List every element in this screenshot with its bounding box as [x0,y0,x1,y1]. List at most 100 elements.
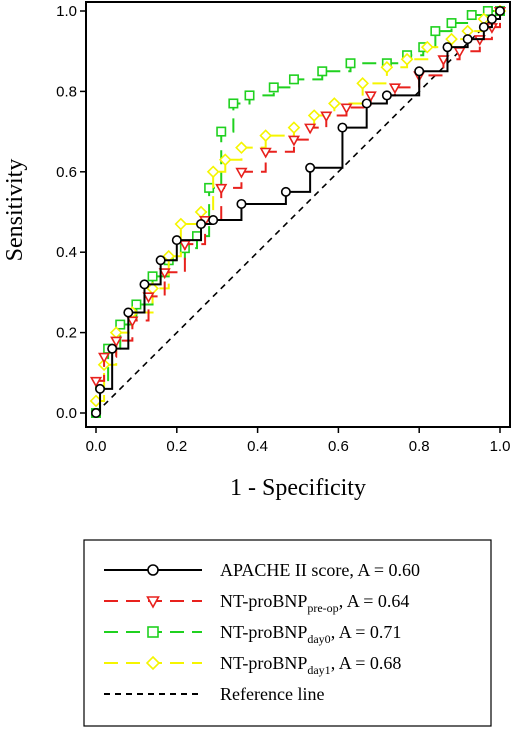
legend: APACHE II score, A = 0.60NT-proBNPpre-op… [83,539,492,727]
data-point-circle [305,162,316,173]
data-point-diamond [380,60,394,74]
data-point-circle [414,66,425,77]
x-axis-title: 1 - Specificity [230,475,366,501]
legend-auc: , A = 0.71 [331,622,402,642]
data-point-circle [95,383,106,394]
data-point-circle [442,42,453,53]
data-point-triangle [215,183,228,195]
data-point-circle [107,343,118,354]
y-tick-label: 0.8 [56,83,77,100]
data-point-square [430,26,441,37]
legend-subscript: pre-op [307,601,338,615]
series-4 [95,10,501,414]
data-point-diamond [356,77,369,90]
data-point-circle [208,215,219,226]
legend-label: NT-proBNPpre-op, A = 0.64 [220,591,409,615]
data-point-diamond [400,52,414,66]
x-tick-label: 0.6 [328,438,349,455]
legend-name: NT-proBNP [220,591,307,611]
data-point-triangle [126,316,139,328]
legend-subscript: day1 [307,663,330,677]
data-point-diamond [235,141,248,155]
data-point-triangle [388,83,402,95]
data-point-square [115,319,126,330]
data-point-circle [381,90,392,101]
data-point-triangle [259,147,272,159]
x-tick-label: 0.0 [86,438,107,455]
legend-marker [147,626,159,638]
x-tick-label: 1.0 [490,438,511,455]
data-point-diamond [162,249,176,263]
data-point-triangle [142,292,155,304]
data-point-triangle [158,268,171,280]
data-point-diamond [328,97,341,110]
data-point-circle [196,219,207,230]
plot-frame [85,1,511,428]
series-line [96,11,501,414]
data-point-circle [462,34,473,45]
y-tick-label: 1.0 [56,3,77,20]
data-point-triangle [110,336,123,348]
data-point-circle [155,255,166,266]
legend-auc: , A = 0.68 [331,653,402,673]
data-point-diamond [218,153,232,167]
data-point-triangle [98,352,111,364]
legend-name: NT-proBNP [220,622,307,642]
y-tick-label: 0.2 [56,325,77,342]
series-line [95,10,501,414]
data-point-triangle [437,55,450,67]
y-tick-label: 0.4 [56,244,77,261]
series-line [96,11,501,402]
data-point-circle [236,198,247,209]
legend-marker [146,596,160,609]
data-point-circle [280,186,291,197]
data-point-diamond [194,205,208,219]
data-point-square [288,74,299,85]
data-point-square [345,58,356,69]
data-point-circle [486,14,497,25]
legend-name: NT-proBNP [220,653,307,673]
data-point-square [268,82,279,93]
data-point-circle [337,122,348,133]
data-point-square [244,90,255,101]
data-point-square [204,182,215,193]
data-point-circle [494,6,505,16]
data-point-square [446,18,457,29]
data-point-square [466,10,477,21]
data-point-circle [478,22,489,33]
data-point-square [228,98,239,109]
legend-subscript: day0 [307,632,330,646]
data-point-diamond [174,217,188,231]
series-1 [89,7,507,388]
data-point-triangle [304,123,317,135]
data-point-diamond [259,129,273,142]
data-point-circle [123,307,134,318]
legend-auc: , A = 0.60 [349,560,420,580]
y-tick-label: 0.0 [56,405,77,422]
data-point-square [317,66,328,77]
x-tick-label: 0.4 [247,438,268,455]
legend-label: NT-proBNPday1, A = 0.68 [220,653,401,677]
data-point-square [192,231,203,242]
data-point-square [147,271,158,282]
data-point-square [216,126,227,137]
data-point-triangle [320,111,333,123]
data-point-triangle [364,91,377,103]
x-tick-label: 0.2 [166,438,187,455]
data-point-triangle [340,103,353,115]
data-point-circle [91,407,102,418]
legend-label: APACHE II score, A = 0.60 [220,560,420,580]
legend-auc: , A = 0.64 [339,591,410,611]
data-point-diamond [307,109,321,122]
series-3 [89,4,507,408]
y-tick-label: 0.6 [56,164,77,181]
legend-label: Reference line [220,684,324,704]
data-point-diamond [206,165,220,179]
legend-name: APACHE II score [220,560,349,580]
y-axis-title: Sensitivity [2,159,28,262]
series-line [96,11,501,382]
legend-label: NT-proBNPday0, A = 0.71 [220,622,401,646]
legend-name: Reference line [220,684,324,704]
data-point-diamond [287,121,301,134]
